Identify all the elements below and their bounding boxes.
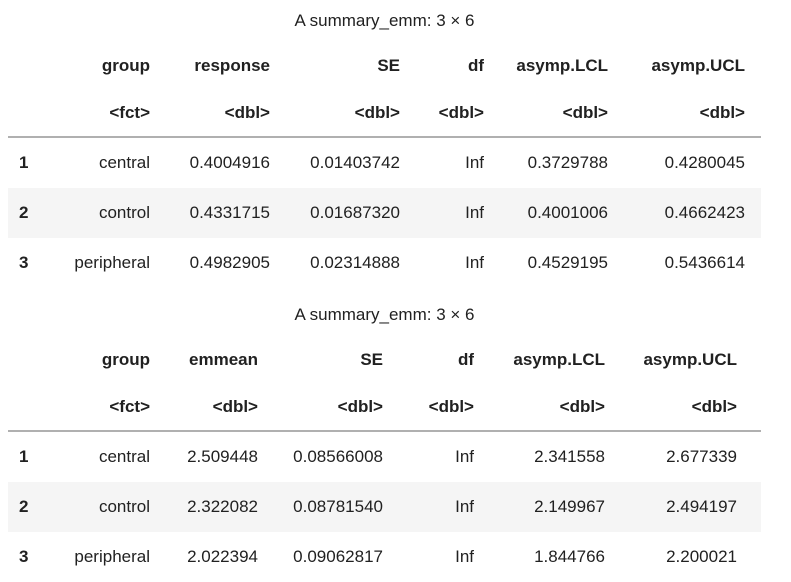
cell-se: 0.01403742 [310,153,400,172]
cell-asymp-lcl: 0.4529195 [527,253,608,272]
column-type: <dbl> [699,103,745,122]
cell-asymp-ucl: 2.200021 [666,547,737,566]
row-index-type [8,384,34,431]
cell-asymp-lcl: 0.4001006 [527,203,608,222]
column-header-df: df [467,56,484,75]
column-type: <dbl> [562,103,608,122]
header-row: group emmean SE df asymp.LCL asymp.UCL [8,336,761,384]
column-header-asymp-ucl: asymp.UCL [643,350,737,369]
cell-emmean: 2.509448 [187,447,258,466]
column-header-group: group [101,350,150,369]
cell-df: Inf [465,253,484,272]
column-header-se: SE [377,56,400,75]
column-type: <dbl> [354,103,400,122]
row-index: 2 [19,203,29,222]
cell-se: 0.08566008 [293,447,383,466]
column-header-response: response [194,56,270,75]
summary-table-2: A summary_emm: 3 × 6 group emmean SE df … [8,294,761,582]
cell-asymp-lcl: 2.149967 [534,497,605,516]
cell-response: 0.4004916 [189,153,270,172]
cell-asymp-ucl: 0.4280045 [664,153,745,172]
table-title: A summary_emm: 3 × 6 [294,11,475,30]
cell-emmean: 2.022394 [187,547,258,566]
column-type: <dbl> [428,397,474,416]
row-index: 1 [19,153,29,172]
cell-asymp-lcl: 2.341558 [534,447,605,466]
cell-response: 0.4982905 [189,253,270,272]
table-row: 2 control 2.322082 0.08781540 Inf 2.1499… [8,482,761,532]
table-row: 1 central 0.4004916 0.01403742 Inf 0.372… [8,137,761,188]
column-type: <dbl> [224,103,270,122]
table-row: 2 control 0.4331715 0.01687320 Inf 0.400… [8,188,761,238]
cell-asymp-lcl: 1.844766 [534,547,605,566]
column-type: <dbl> [337,397,383,416]
column-type: <dbl> [438,103,484,122]
column-header-asymp-lcl: asymp.LCL [513,350,605,369]
cell-se: 0.01687320 [310,203,400,222]
cell-group: central [98,153,150,172]
cell-asymp-ucl: 0.4662423 [664,203,745,222]
row-index-type [8,90,34,137]
row-index: 2 [19,497,29,516]
cell-asymp-lcl: 0.3729788 [527,153,608,172]
row-index: 3 [19,547,29,566]
row-index-header [8,42,34,90]
emmeans-emmean-table: group emmean SE df asymp.LCL asymp.UCL <… [8,336,761,582]
table-row: 1 central 2.509448 0.08566008 Inf 2.3415… [8,431,761,482]
cell-group: peripheral [74,253,150,272]
table-header: group emmean SE df asymp.LCL asymp.UCL <… [8,336,761,431]
cell-df: Inf [455,497,474,516]
cell-df: Inf [465,203,484,222]
column-type: <dbl> [212,397,258,416]
cell-se: 0.08781540 [293,497,383,516]
table-title: A summary_emm: 3 × 6 [294,305,475,324]
cell-group: peripheral [74,547,150,566]
type-row: <fct> <dbl> <dbl> <dbl> <dbl> <dbl> [8,90,761,137]
cell-asymp-ucl: 0.5436614 [664,253,745,272]
emmeans-response-table: group response SE df asymp.LCL asymp.UCL… [8,42,761,288]
cell-asymp-ucl: 2.677339 [666,447,737,466]
cell-group: control [98,497,150,516]
column-header-group: group [101,56,150,75]
table-row: 3 peripheral 0.4982905 0.02314888 Inf 0.… [8,238,761,288]
cell-df: Inf [465,153,484,172]
cell-se: 0.02314888 [310,253,400,272]
column-type: <fct> [109,103,150,122]
type-row: <fct> <dbl> <dbl> <dbl> <dbl> <dbl> [8,384,761,431]
header-row: group response SE df asymp.LCL asymp.UCL [8,42,761,90]
column-type: <dbl> [559,397,605,416]
column-type: <dbl> [691,397,737,416]
cell-group: central [98,447,150,466]
cell-response: 0.4331715 [189,203,270,222]
summary-table-1: A summary_emm: 3 × 6 group response SE d… [8,0,761,288]
cell-df: Inf [455,447,474,466]
cell-se: 0.09062817 [293,547,383,566]
column-header-df: df [457,350,474,369]
column-header-asymp-ucl: asymp.UCL [651,56,745,75]
column-header-asymp-lcl: asymp.LCL [516,56,608,75]
column-header-emmean: emmean [189,350,258,369]
table-header: group response SE df asymp.LCL asymp.UCL… [8,42,761,137]
cell-asymp-ucl: 2.494197 [666,497,737,516]
column-header-se: SE [360,350,383,369]
table-row: 3 peripheral 2.022394 0.09062817 Inf 1.8… [8,532,761,582]
cell-df: Inf [455,547,474,566]
cell-group: control [98,203,150,222]
column-type: <fct> [109,397,150,416]
row-index-header [8,336,34,384]
cell-emmean: 2.322082 [187,497,258,516]
row-index: 1 [19,447,29,466]
row-index: 3 [19,253,29,272]
